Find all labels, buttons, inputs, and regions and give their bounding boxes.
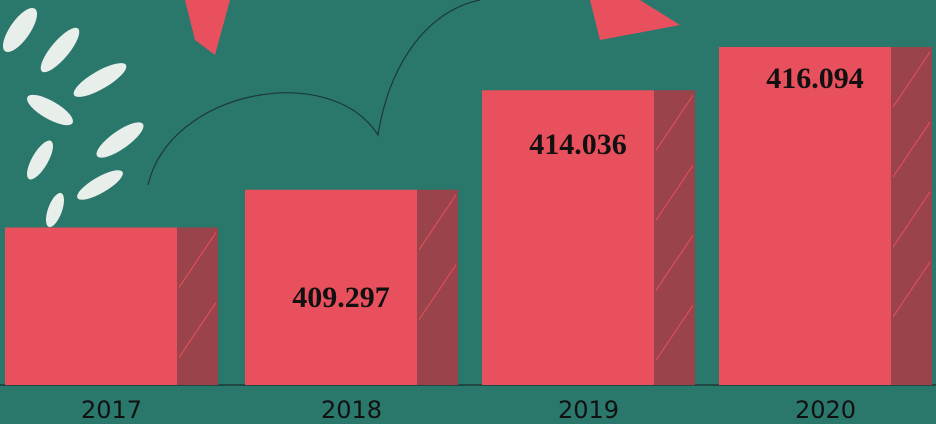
- hatch: [655, 164, 694, 221]
- hatch: [892, 191, 931, 248]
- bar: [719, 47, 891, 385]
- hatch: [178, 232, 217, 288]
- hatch: [178, 302, 217, 358]
- hatch: [892, 51, 931, 108]
- decoration: [147, 0, 481, 186]
- bar-side: [654, 90, 695, 385]
- value-label: 414.036: [529, 128, 627, 161]
- x-tick-label: 2017: [81, 396, 142, 424]
- bar-side: [417, 189, 458, 385]
- leaves: [2, 7, 144, 228]
- hatch: [418, 194, 457, 251]
- bar: [245, 189, 417, 385]
- shoes: [185, 0, 680, 55]
- value-label: 409.297: [292, 281, 390, 314]
- bar-side: [891, 47, 932, 385]
- hatch: [892, 261, 931, 318]
- bar-side: [177, 227, 218, 385]
- x-tick-label: 2019: [558, 396, 619, 424]
- bar: [482, 90, 654, 385]
- hatch: [655, 94, 694, 151]
- hatch: [418, 264, 457, 321]
- hatch: [655, 234, 694, 291]
- value-label: 416.094: [766, 62, 864, 95]
- x-tick-label: 2020: [795, 396, 856, 424]
- bar: [5, 227, 177, 385]
- x-tick-label: 2018: [321, 396, 382, 424]
- hatch: [892, 121, 931, 178]
- hatch: [655, 304, 694, 361]
